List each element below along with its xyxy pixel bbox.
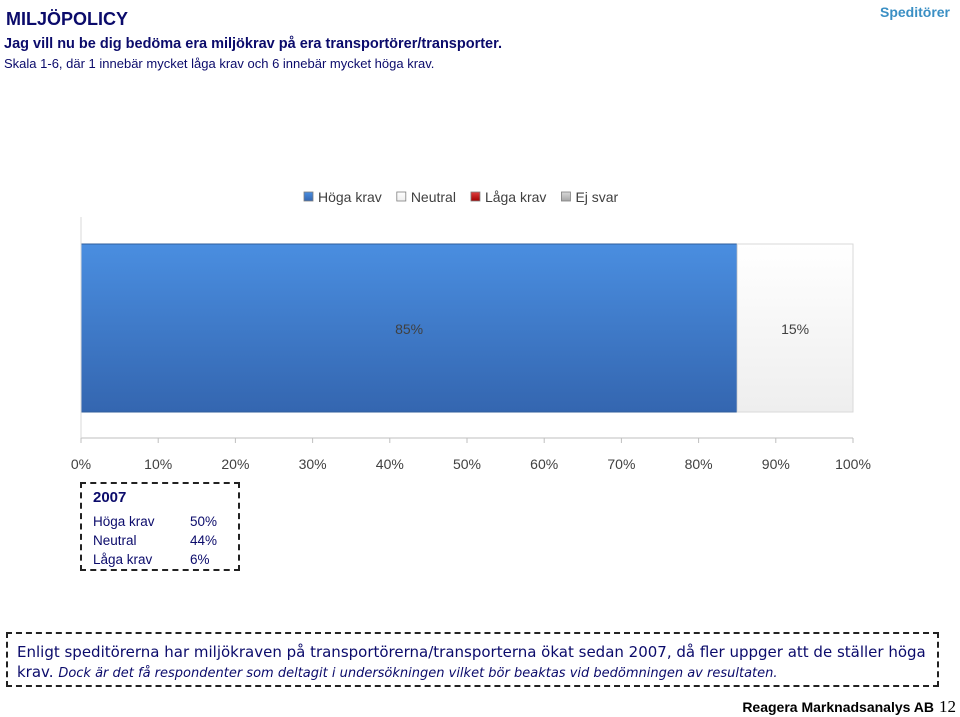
summary-note: Dock är det få respondenter som deltagit…	[58, 666, 778, 681]
legend-swatch-ej-svar	[561, 191, 571, 202]
stacked-bar-chart: Höga krav Neutral Låga krav Ej svar 85% 15% …	[71, 189, 871, 472]
summary-box: Enligt speditörerna har miljökraven på t…	[6, 632, 939, 687]
x-tick-label: 0%	[71, 456, 91, 472]
legend-swatch-hoga-krav	[303, 191, 314, 202]
comparison-year: 2007	[93, 489, 127, 506]
comparison-value-neutral: 44%	[190, 533, 218, 548]
x-tick-label: 80%	[685, 456, 713, 472]
x-tick-label: 70%	[607, 456, 635, 472]
x-tick-label: 60%	[530, 456, 558, 472]
x-tick-label: 50%	[453, 456, 481, 472]
comparison-label-hoga: Höga krav	[93, 514, 155, 529]
bar-segment-hoga-krav	[80, 243, 738, 413]
comparison-value-laga: 6%	[190, 552, 210, 567]
page-title: MILJÖPOLICY	[6, 9, 129, 29]
x-tick-label: 100%	[835, 456, 871, 472]
comparison-value-hoga: 50%	[190, 514, 218, 529]
section-label: Speditörer	[879, 4, 950, 20]
x-tick-label: 20%	[221, 456, 249, 472]
data-label-hoga-krav: 85%	[395, 321, 423, 337]
legend-swatch-laga-krav	[470, 191, 481, 202]
legend-label-laga-krav: Låga krav	[485, 189, 546, 205]
scale-note: Skala 1-6, där 1 innebär mycket låga kra…	[4, 56, 435, 71]
comparison-box-2007: 2007 Höga krav 50% Neutral 44% Låga krav…	[80, 482, 240, 571]
x-tick-label: 90%	[762, 456, 790, 472]
chart-legend: Höga krav Neutral Låga krav Ej svar	[303, 189, 619, 205]
company-name: Reagera Marknadsanalys AB	[742, 699, 934, 715]
summary-main: Enligt speditörerna har miljökraven på t…	[17, 643, 926, 681]
bar-segment-neutral	[736, 243, 854, 413]
x-axis: 0% 10% 20% 30% 40% 50% 60% 70% 80% 90% 100%	[71, 217, 871, 472]
x-tick-label: 30%	[299, 456, 327, 472]
survey-question: Jag vill nu be dig bedöma era miljökrav …	[4, 36, 502, 52]
page-number: 12	[939, 697, 956, 716]
comparison-label-neutral: Neutral	[93, 533, 137, 548]
comparison-label-laga: Låga krav	[93, 552, 153, 567]
chart-bars: 85% 15%	[80, 243, 854, 413]
x-tick-label: 40%	[376, 456, 404, 472]
data-label-neutral: 15%	[781, 321, 809, 337]
x-tick-label: 10%	[144, 456, 172, 472]
legend-swatch-neutral	[396, 191, 407, 202]
legend-label-ej-svar: Ej svar	[575, 189, 618, 205]
legend-label-neutral: Neutral	[411, 189, 456, 205]
legend-label-hoga-krav: Höga krav	[318, 189, 382, 205]
summary-text: Enligt speditörerna har miljökraven på t…	[17, 642, 937, 684]
